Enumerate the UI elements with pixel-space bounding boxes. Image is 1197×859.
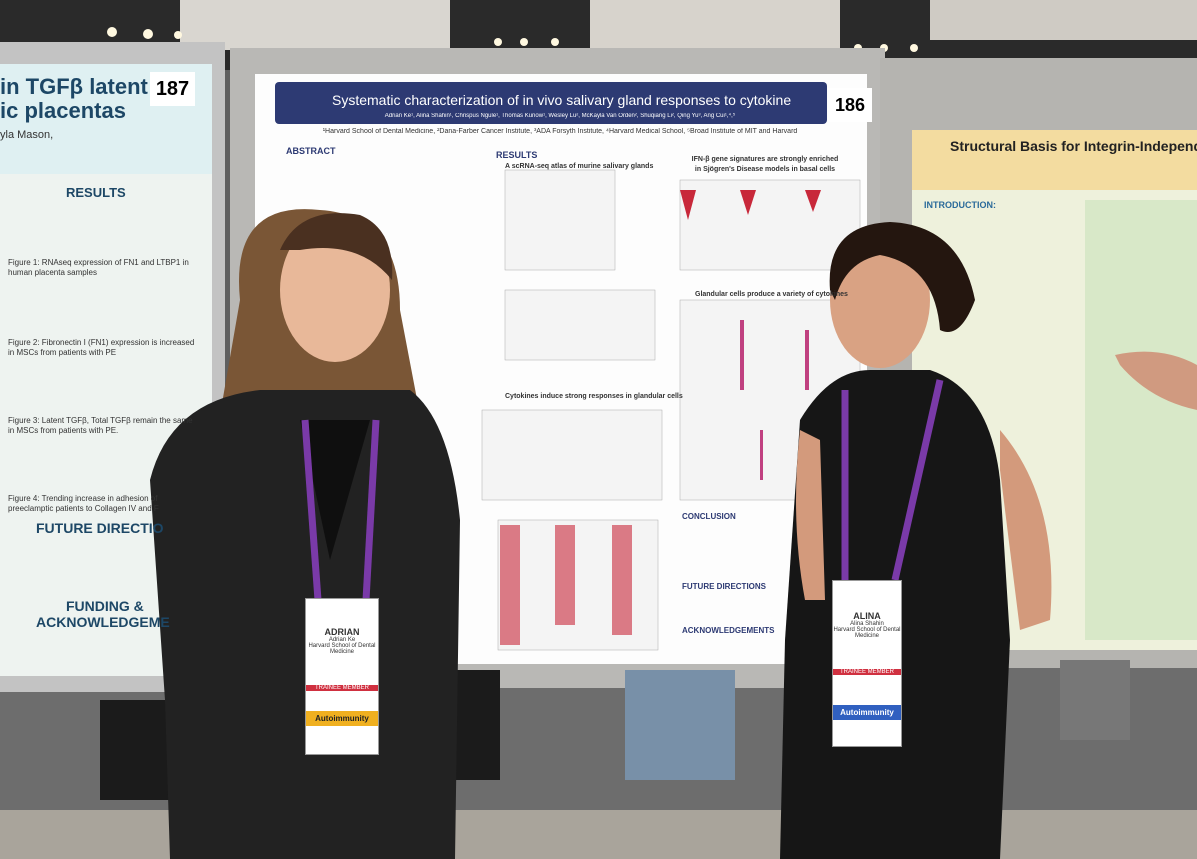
poster-number: 186	[828, 88, 872, 122]
badge-ribbon: TRAINEE MEMBER	[833, 669, 901, 675]
badge-full-name: Adrian Ke	[328, 637, 356, 643]
poster-title: Structural Basis for Integrin-Independe	[950, 138, 1197, 154]
section-heading: FUTURE DIRECTIONS	[682, 582, 766, 591]
poster-title-line: in TGFβ latent	[0, 74, 148, 99]
subheading: A scRNA-seq atlas of murine salivary gla…	[505, 163, 654, 170]
section-heading: RESULTS	[496, 150, 538, 160]
badge: ADRIAN Adrian Ke Harvard School of Denta…	[305, 598, 379, 755]
poster-authors: yla Mason,	[0, 129, 54, 141]
badge-first-name: ADRIAN	[324, 627, 360, 637]
section-heading: ACKNOWLEDGEMENTS	[682, 626, 775, 635]
badge-topic: Autoimmunity	[833, 705, 901, 720]
section-heading: ACKNOWLEDGEME	[36, 614, 170, 630]
badge-full-name: Alina Shahin	[850, 621, 884, 627]
figure-caption: Figure 4: Trending increase in adhesion …	[8, 494, 159, 513]
subheading: Glandular cells produce a variety of cyt…	[695, 291, 848, 298]
section-heading: RESULTS	[66, 185, 126, 200]
section-heading: FUNDING &	[66, 598, 144, 614]
subheading: IFN-β gene signatures are strongly enric…	[691, 156, 839, 173]
figure-caption: Figure 2: Fibronectin I (FN1) expression…	[8, 338, 195, 357]
badge-ribbon: TRAINEE MEMBER	[306, 685, 378, 691]
figure-caption: Figure 1: RNAseq expression of FN1 and L…	[8, 258, 189, 277]
poster-authors: Adrian Ke¹, Alina Shahin¹, Chrispus Ngul…	[384, 113, 736, 119]
badge: ALINA Alina Shahin Harvard School of Den…	[832, 580, 902, 747]
figure-caption: Figure 3: Latent TGFβ, Total TGFβ remain…	[8, 416, 193, 435]
badge-affiliation: Harvard School of Dental Medicine	[308, 643, 376, 655]
poster-title-line: ic placentas	[0, 98, 126, 123]
poster-title: Systematic characterization of in vivo s…	[332, 92, 792, 108]
poster-affiliations: ¹Harvard School of Dental Medicine, ²Dan…	[322, 128, 798, 135]
section-heading: INTRODUCTION:	[924, 200, 996, 210]
subheading: Cytokines induce strong responses in gla…	[505, 393, 683, 400]
section-heading: ABSTRACT	[286, 146, 336, 156]
badge-first-name: ALINA	[853, 611, 881, 621]
poster-number: 187	[150, 72, 195, 106]
badge-topic: Autoimmunity	[306, 711, 378, 726]
badge-affiliation: Harvard School of Dental Medicine	[833, 627, 901, 639]
section-heading: CONCLUSION	[682, 512, 736, 521]
section-heading: FUTURE DIRECTIO	[36, 520, 164, 536]
